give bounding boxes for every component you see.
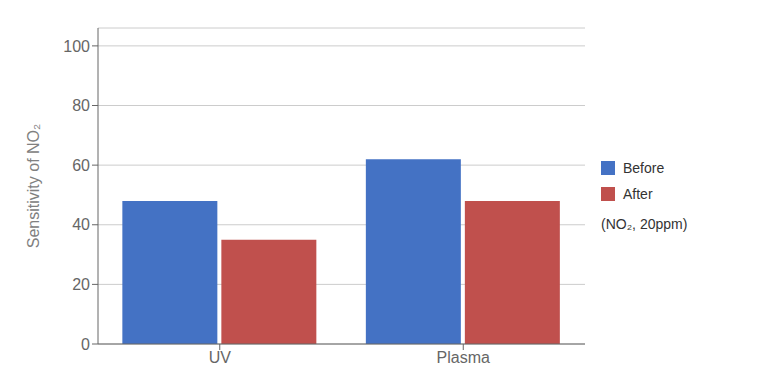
svg-text:0: 0 [81, 336, 90, 353]
html-text:Before: Before [623, 160, 665, 176]
svg-text:60: 60 [72, 157, 90, 174]
svg-text:Plasma: Plasma [437, 349, 490, 366]
svg-text:20: 20 [72, 276, 90, 293]
svg-text:80: 80 [72, 97, 90, 114]
html-text:(NO₂, 20ppm): (NO₂, 20ppm) [601, 216, 688, 232]
svg-text:100: 100 [63, 38, 90, 55]
svg-text:UV: UV [209, 349, 232, 366]
svg-text:40: 40 [72, 216, 90, 233]
svg-text:Sensitivity of NO₂: Sensitivity of NO₂ [25, 124, 42, 248]
html-text:After: After [623, 186, 653, 202]
